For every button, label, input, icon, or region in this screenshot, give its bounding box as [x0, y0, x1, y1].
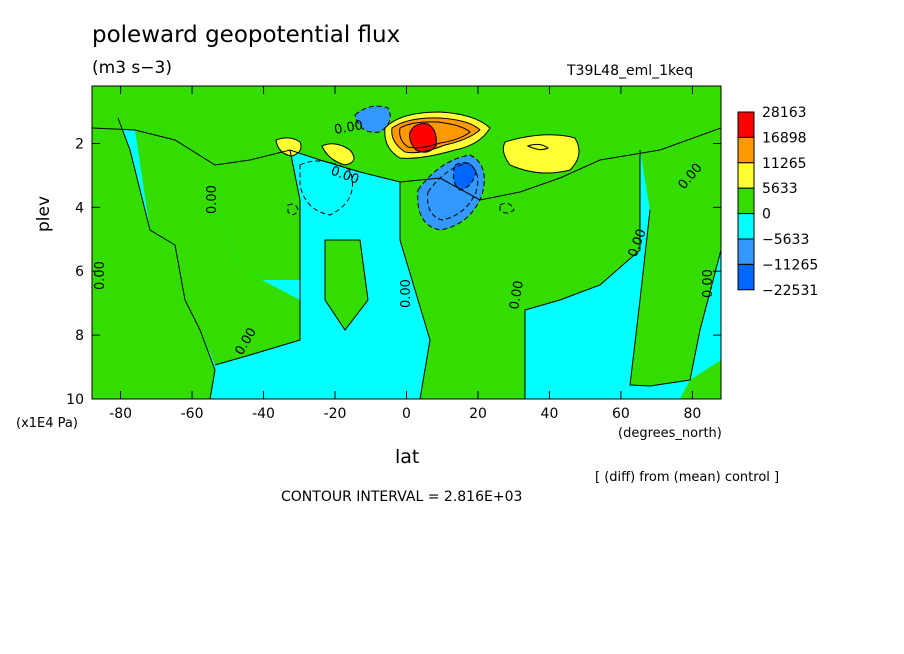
- x-tick-label: 80: [683, 406, 701, 422]
- positive-region-south-mid: [135, 130, 300, 365]
- positive-contour-ring-4: [409, 123, 437, 153]
- legend-swatch: [737, 263, 755, 291]
- legend-swatch: [737, 136, 755, 164]
- legend-label: 11265: [762, 156, 807, 172]
- x-tick-label: 40: [541, 406, 559, 422]
- positive-region-far-south: [92, 118, 215, 399]
- zero-contour-upper: [92, 127, 721, 201]
- y-tick-label: 6: [75, 264, 84, 280]
- y-axis: 2 4 6 8 10: [66, 136, 721, 408]
- contour-label: 0.00: [399, 279, 414, 308]
- positive-region-north-mid: [630, 128, 721, 386]
- contour-label: 0.00: [701, 269, 716, 298]
- diff-note: [ (diff) from (mean) control ]: [595, 470, 780, 485]
- x-tick-label: -80: [109, 406, 132, 422]
- chart-title: poleward geopotential flux: [92, 22, 401, 48]
- positive-region-tropics-south: [325, 240, 368, 330]
- filled-contours: [92, 86, 721, 399]
- legend-label: 28163: [762, 105, 807, 121]
- y-tick-label: 8: [75, 328, 84, 344]
- zero-contour-north-mid: [629, 209, 721, 387]
- positive-region-south-tongue: [215, 150, 300, 280]
- contour-label: 0.00: [507, 280, 527, 311]
- legend-label: −22531: [762, 283, 818, 299]
- x-axis: -80 -60 -40 -20 0 20 40 60 80: [109, 86, 701, 422]
- negative-contour-ring-2: [427, 162, 479, 221]
- zero-contour-equator: [399, 182, 431, 399]
- legend-swatch: [737, 162, 755, 189]
- contour-lines: [92, 111, 721, 399]
- legend-swatch: [737, 187, 755, 215]
- positive-contour-ring-1: [384, 111, 491, 159]
- legend-label: 0: [762, 207, 771, 223]
- legend-label: −5633: [762, 232, 809, 248]
- legend-swatch: [737, 238, 755, 265]
- x-tick-label: 20: [469, 406, 487, 422]
- positive-yellow-north: [503, 134, 579, 174]
- y-axis-units: (x1E4 Pa): [16, 416, 78, 431]
- positive-yellow-south-b: [322, 143, 354, 165]
- x-axis-units: (degrees_north): [618, 426, 722, 441]
- chart-units: (m3 s−3): [92, 58, 172, 78]
- zero-contour-tropics: [324, 239, 369, 331]
- negative-contour-lines: [287, 105, 515, 231]
- negative-contour-small-1: [287, 203, 299, 216]
- legend-label: 5633: [762, 181, 798, 197]
- yellow-contour-south-a: [275, 137, 302, 157]
- zero-contour-south: [117, 117, 216, 399]
- contour-label: 0.00: [333, 118, 364, 138]
- negative-upper-south: [355, 106, 391, 133]
- positive-contour-ring-2: [391, 117, 481, 154]
- contour-interval: CONTOUR INTERVAL = 2.816E+03: [281, 489, 523, 505]
- x-axis-label: lat: [395, 446, 420, 468]
- x-tick-label: -60: [181, 406, 204, 422]
- positive-region-arctic: [680, 360, 721, 399]
- legend-swatch: [737, 213, 755, 240]
- y-tick-label: 4: [75, 200, 84, 216]
- y-axis-label: plev: [34, 195, 54, 232]
- positive-contour-ring-3: [399, 121, 471, 149]
- run-label: T39L48_eml_1keq: [567, 63, 694, 79]
- inner-contour-north: [526, 143, 549, 151]
- yellow-contour-south-b: [321, 143, 355, 166]
- y-tick-label: 2: [75, 136, 84, 152]
- negative-contour-ring-1: [417, 154, 485, 231]
- negative-contour-outer: [299, 160, 353, 216]
- legend-label: −11265: [762, 257, 818, 273]
- yellow-contour-north: [502, 134, 580, 174]
- positive-core-red: [409, 123, 437, 153]
- x-tick-label: -40: [252, 406, 275, 422]
- color-legend: 28163 16898 11265 5633 0 −5633 −11265 −22531: [737, 105, 818, 299]
- zero-contour-north: [524, 150, 641, 399]
- negative-contour-upper: [354, 105, 391, 133]
- x-tick-label: -20: [324, 406, 347, 422]
- legend-swatch: [737, 111, 755, 138]
- contour-label: 0.00: [93, 261, 108, 290]
- y-tick-label: 10: [66, 392, 84, 408]
- x-tick-label: 0: [402, 406, 411, 422]
- legend-label: 16898: [762, 130, 807, 146]
- x-tick-label: 60: [612, 406, 630, 422]
- zero-contour-south-mid: [214, 149, 301, 366]
- contour-label: 0.00: [205, 185, 220, 214]
- negative-core-inner: [453, 162, 476, 190]
- negative-contour-small-2: [499, 202, 515, 214]
